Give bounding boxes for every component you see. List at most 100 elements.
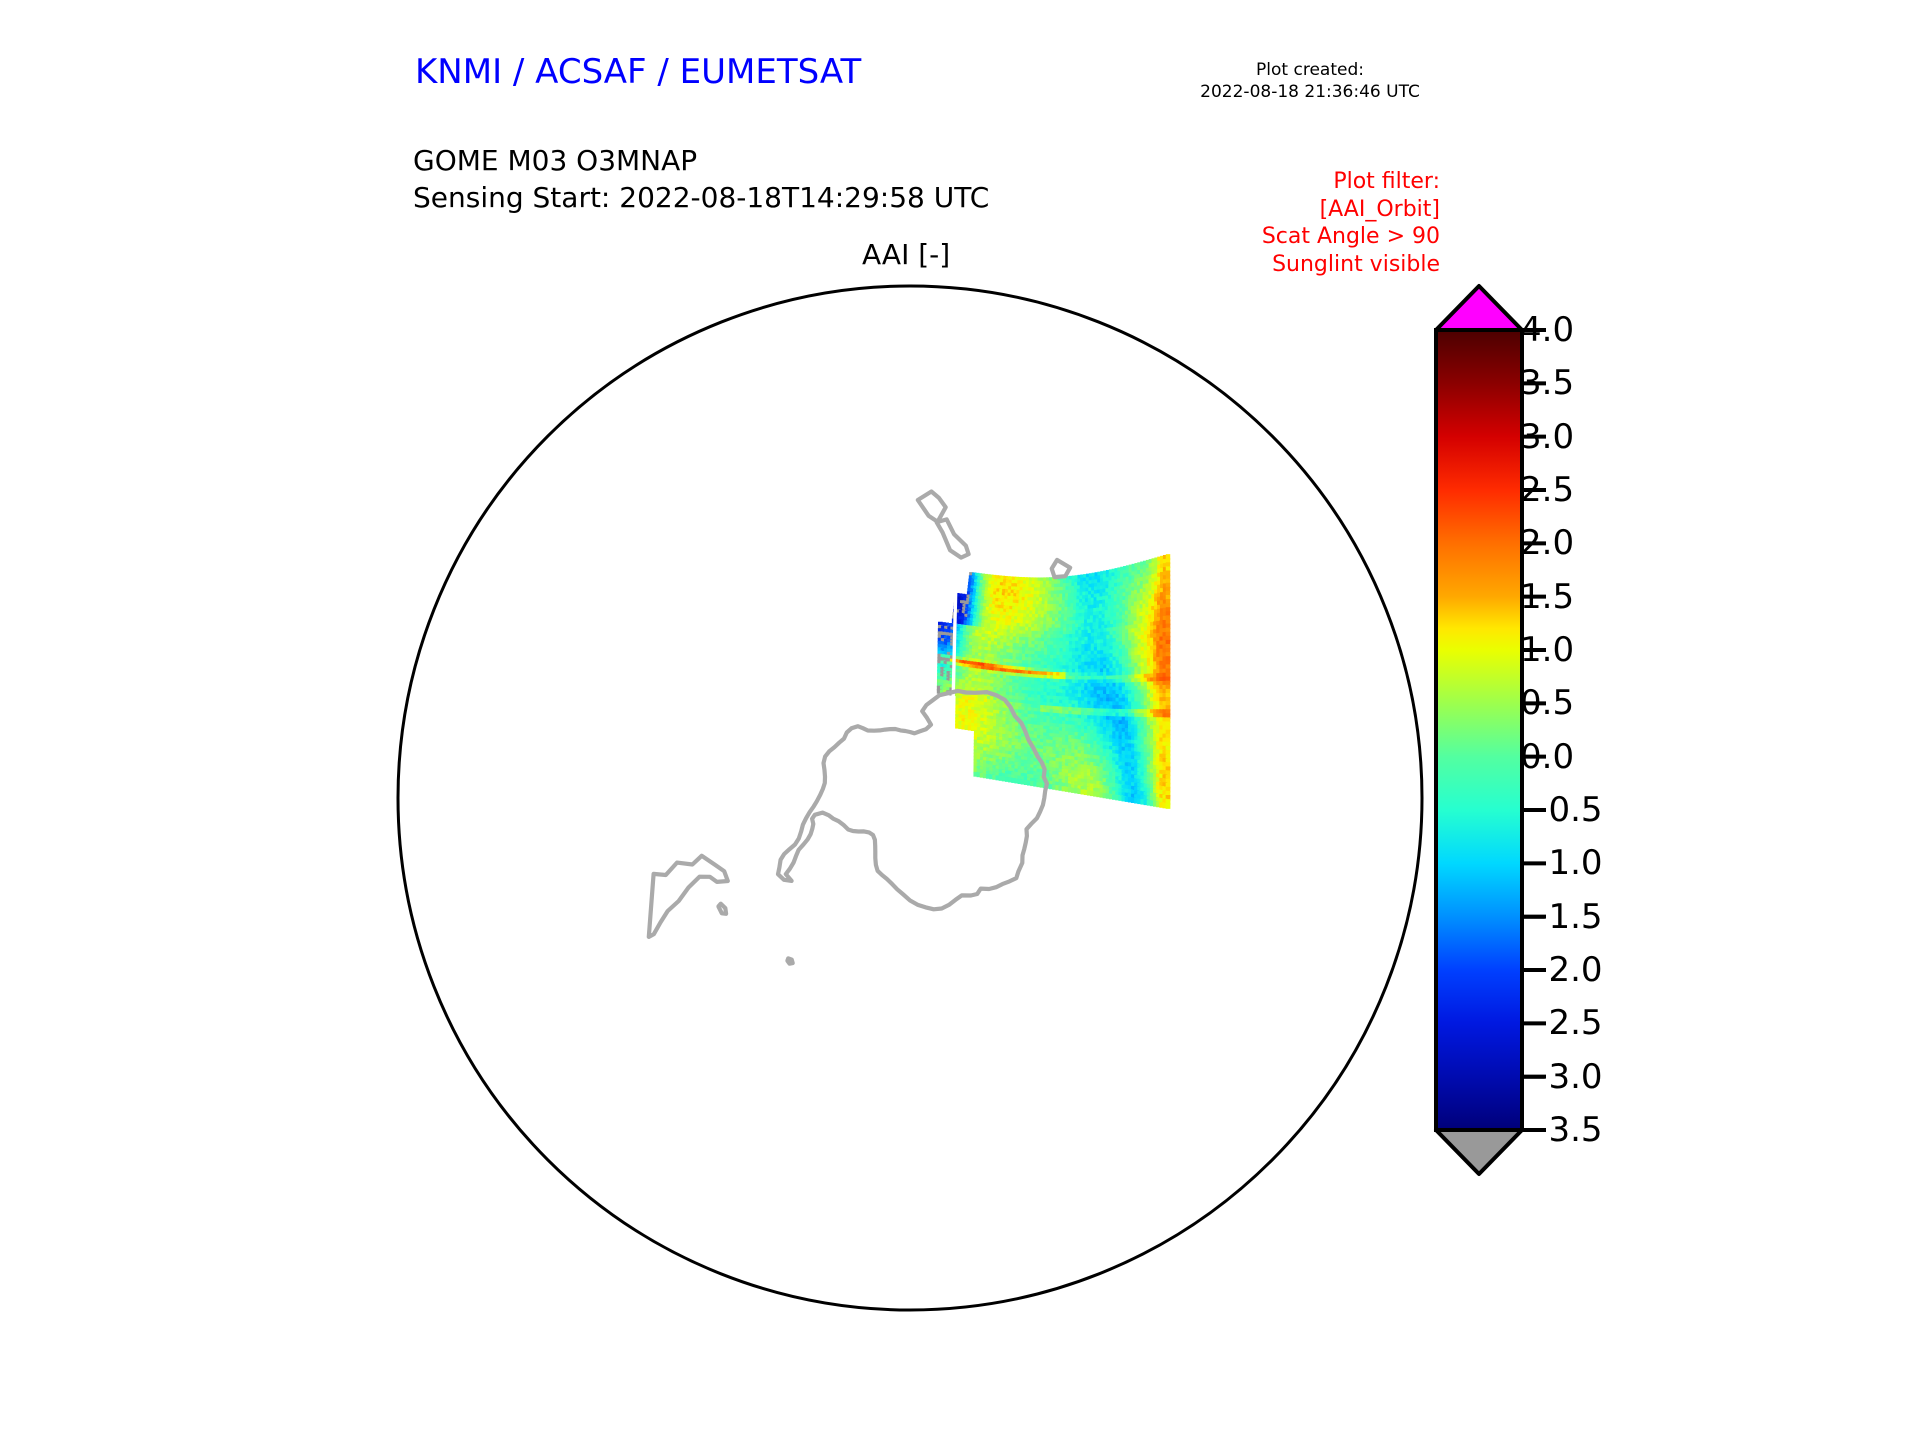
swath-pixel bbox=[1047, 597, 1053, 603]
swath-pixel bbox=[1116, 586, 1122, 592]
swath-pixel bbox=[1056, 644, 1062, 650]
swath-pixel bbox=[1149, 768, 1155, 775]
swath-pixel bbox=[1159, 656, 1165, 663]
swath-pixel bbox=[1157, 596, 1162, 603]
swath-pixel bbox=[1068, 634, 1074, 640]
swath-pixel bbox=[1036, 728, 1042, 734]
swath-pixel bbox=[1086, 790, 1092, 796]
swath-pixel bbox=[1053, 590, 1059, 596]
swath-pixel bbox=[1134, 666, 1140, 673]
swath-pixel bbox=[1165, 590, 1171, 597]
swath-pixel bbox=[1103, 668, 1108, 674]
swath-pixel bbox=[1033, 701, 1039, 707]
swath-pixel bbox=[970, 614, 975, 620]
swath-pixel bbox=[996, 667, 1002, 673]
map-panel[interactable] bbox=[390, 278, 1430, 1318]
swath-pixel bbox=[1034, 694, 1039, 700]
swath-pixel bbox=[1111, 568, 1117, 575]
swath-pixel bbox=[977, 698, 983, 703]
swath-pixel bbox=[1112, 630, 1118, 637]
swath-pixel bbox=[1085, 591, 1090, 597]
swath-pixel bbox=[1159, 721, 1165, 728]
swath-pixel bbox=[1093, 722, 1099, 729]
swath-pixel bbox=[1156, 749, 1161, 756]
swath-pixel bbox=[1029, 577, 1034, 583]
swath-pixel bbox=[1131, 670, 1136, 677]
swath-pixel bbox=[1003, 639, 1009, 644]
swath-pixel bbox=[1061, 779, 1067, 785]
swath-pixel bbox=[984, 634, 990, 639]
swath-pixel bbox=[1115, 791, 1120, 797]
swath-pixel bbox=[1027, 680, 1033, 686]
swath-pixel bbox=[1102, 752, 1108, 758]
swath-pixel bbox=[1020, 776, 1026, 782]
swath-pixel bbox=[1030, 694, 1036, 700]
swath-pixel bbox=[949, 665, 955, 670]
swath-pixel bbox=[1102, 792, 1108, 799]
swath-pixel bbox=[1040, 678, 1046, 684]
swath-pixel bbox=[1087, 693, 1093, 699]
swath-pixel bbox=[1109, 731, 1114, 737]
swath-pixel bbox=[1021, 596, 1027, 602]
swath-pixel bbox=[955, 612, 961, 618]
swath-pixel bbox=[1140, 623, 1146, 629]
swath-pixel bbox=[1012, 602, 1017, 608]
swath-pixel bbox=[1096, 675, 1102, 682]
swath-pixel bbox=[1012, 639, 1018, 645]
swath-pixel bbox=[1028, 587, 1033, 593]
swath-pixel bbox=[1028, 637, 1034, 643]
swath-pixel bbox=[1061, 751, 1067, 757]
swath-pixel bbox=[1043, 688, 1049, 694]
swath-pixel bbox=[1131, 728, 1136, 734]
swath-pixel bbox=[1124, 697, 1130, 704]
swath-pixel bbox=[1134, 743, 1139, 750]
swath-pixel bbox=[1165, 750, 1171, 756]
swath-pixel bbox=[1031, 644, 1037, 650]
swath-pixel bbox=[947, 642, 952, 648]
swath-pixel bbox=[1046, 685, 1052, 691]
swath-pixel bbox=[1162, 749, 1168, 756]
swath-pixel bbox=[1008, 582, 1013, 588]
swath-pixel bbox=[964, 705, 970, 711]
swath-pixel bbox=[1025, 626, 1030, 632]
swath-pixel bbox=[1040, 577, 1045, 583]
swath-pixel bbox=[1011, 758, 1017, 764]
swath-pixel bbox=[1055, 781, 1061, 787]
swath-pixel bbox=[1118, 633, 1124, 640]
swath-pixel bbox=[984, 630, 990, 636]
swath-pixel bbox=[1064, 772, 1070, 778]
swath-pixel bbox=[1115, 678, 1121, 685]
swath-pixel bbox=[1074, 742, 1080, 748]
swath-pixel bbox=[959, 666, 964, 672]
swath-pixel bbox=[1128, 712, 1133, 719]
swath-pixel bbox=[1159, 620, 1165, 627]
swath-pixel bbox=[1055, 754, 1061, 760]
swath-pixel bbox=[1015, 663, 1021, 669]
swath-pixel bbox=[1039, 587, 1045, 593]
swath-pixel bbox=[1109, 756, 1114, 763]
swath-pixel bbox=[1024, 603, 1029, 609]
swath-pixel bbox=[991, 574, 997, 580]
swath-pixel bbox=[1017, 613, 1022, 619]
swath-pixel bbox=[983, 596, 989, 602]
swath-pixel bbox=[980, 714, 986, 720]
swath-pixel bbox=[1112, 634, 1118, 640]
swath-pixel bbox=[994, 604, 1000, 610]
swath-pixel bbox=[1008, 702, 1014, 707]
swath-pixel bbox=[1151, 566, 1156, 572]
swath-pixel bbox=[1036, 725, 1042, 731]
swath-pixel bbox=[1153, 721, 1158, 727]
swath-pixel bbox=[1061, 786, 1067, 792]
swath-pixel bbox=[1005, 618, 1010, 624]
swath-pixel bbox=[938, 621, 943, 627]
swath-pixel bbox=[1081, 690, 1086, 696]
swath-pixel bbox=[936, 679, 942, 685]
colorbar[interactable]: 4.0 3.5 3.0 2.5 2.0 1.5 1.0 0.5 0.0 −0.5 −1.0 −1.5−… bbox=[1430, 280, 1850, 1310]
swath-pixel bbox=[1159, 798, 1165, 804]
swath-pixel bbox=[956, 606, 961, 611]
swath-pixel bbox=[1093, 690, 1099, 696]
swath-pixel bbox=[1137, 713, 1143, 719]
swath-pixel bbox=[967, 588, 972, 593]
swath-pixel bbox=[1002, 694, 1008, 700]
swath-pixel bbox=[1024, 683, 1030, 689]
